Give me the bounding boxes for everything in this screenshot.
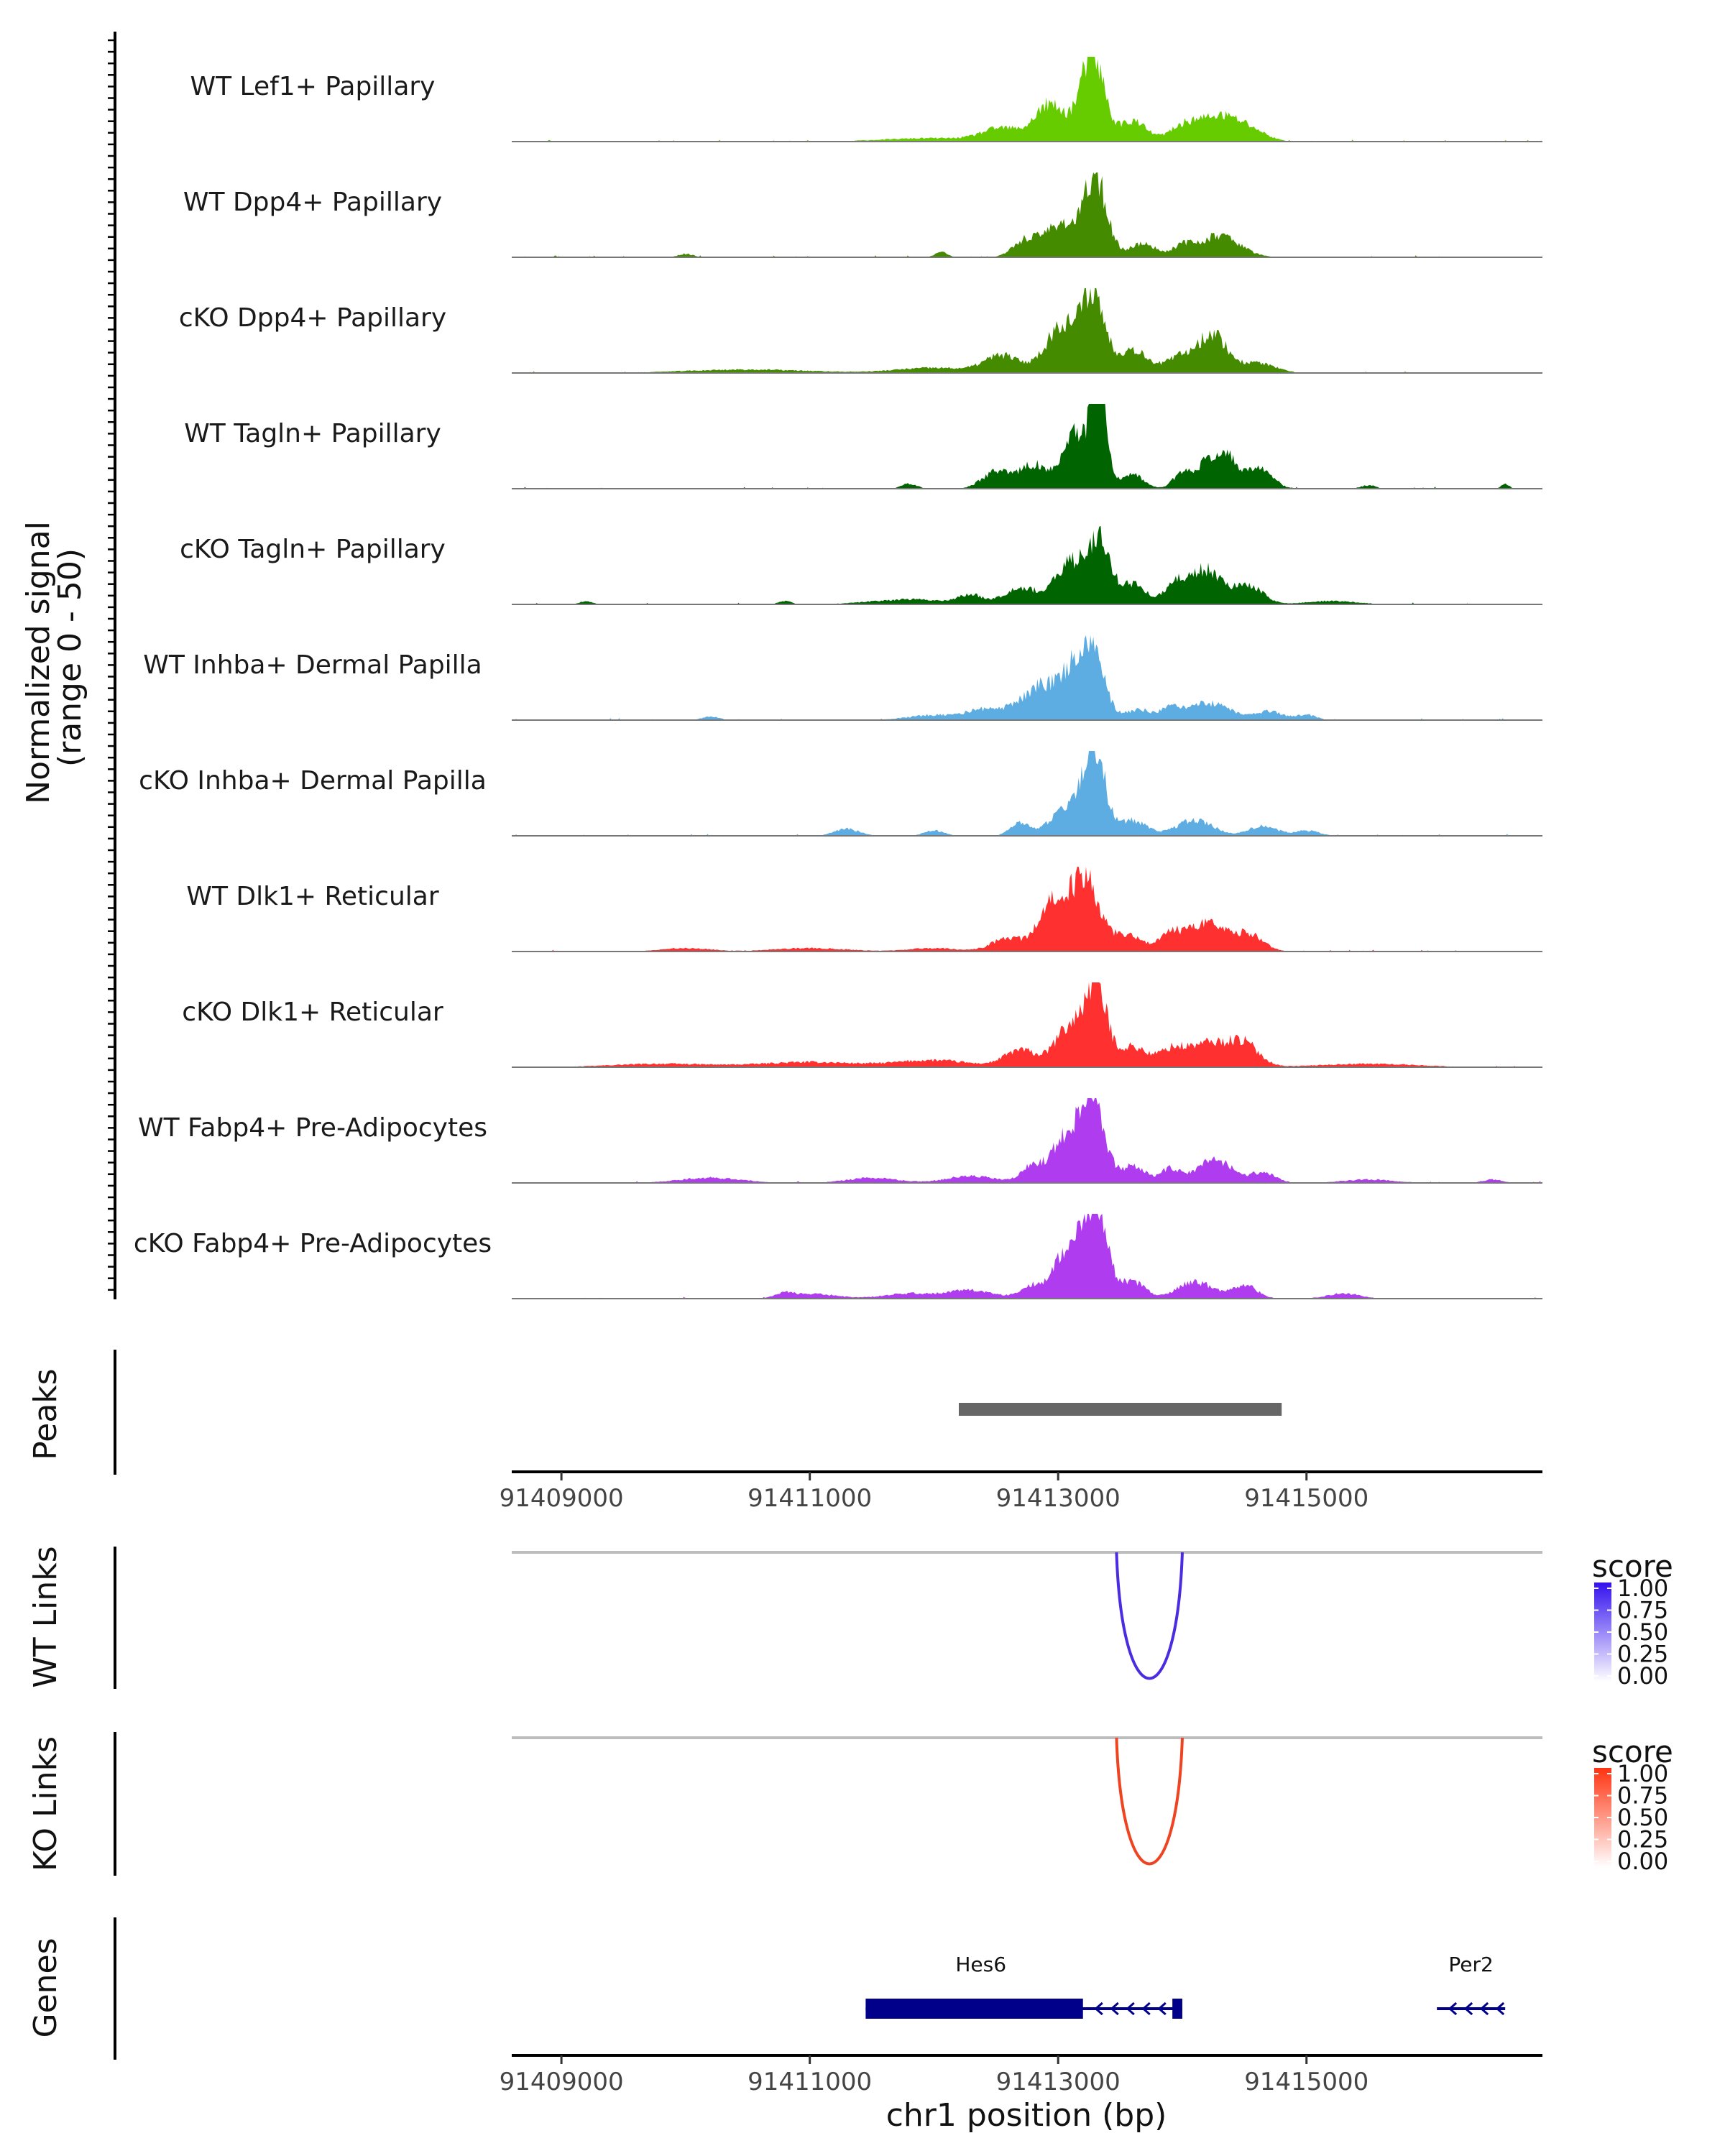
track-label: cKO Inhba+ Dermal Papilla	[139, 766, 487, 796]
track-label: cKO Dpp4+ Papillary	[179, 303, 446, 333]
coverage-area	[512, 1098, 1542, 1183]
link-arc	[1115, 1552, 1184, 1680]
track-label: WT Tagln+ Papillary	[184, 419, 441, 448]
x-tick-label: 91415000	[1244, 1484, 1368, 1513]
track-label: WT Fabp4+ Pre-Adipocytes	[138, 1113, 487, 1143]
coverage-y-axis	[108, 32, 116, 1299]
coverage-area	[512, 404, 1542, 489]
gene-model: Hes6	[865, 1953, 1182, 2019]
coverage-area	[512, 288, 1542, 373]
coverage-track: WT Dpp4+ Papillary	[183, 172, 1542, 258]
ko-links-track	[512, 1736, 1542, 1866]
x-tick-label: 91413000	[996, 2068, 1121, 2096]
x-tick-label: 91411000	[748, 2068, 872, 2096]
track-label: cKO Dlk1+ Reticular	[182, 998, 443, 1027]
peak-interval	[958, 1403, 1282, 1416]
peaks-label: Peaks	[27, 1368, 64, 1460]
coverage-area	[512, 172, 1542, 257]
x-tick-label: 91413000	[996, 1484, 1121, 1513]
x-tick-label: 91411000	[748, 1484, 872, 1513]
strand-arrow	[1463, 2001, 1473, 2016]
gene-model: Per2	[1437, 1953, 1506, 2016]
x-axis-lower: 91409000 91411000 91413000 91415000	[500, 2054, 1542, 2096]
x-axis-title: chr1 position (bp)	[886, 2097, 1167, 2134]
strand-arrow	[1495, 2001, 1505, 2016]
gene-exon	[865, 1999, 1083, 2019]
legend-tick-label: 1.00	[1617, 1575, 1668, 1602]
strand-arrow	[1094, 2001, 1103, 2016]
track-label: cKO Tagln+ Papillary	[180, 535, 446, 564]
x-tick-label: 91409000	[500, 1484, 624, 1513]
legend-tick-label: 0.25	[1617, 1826, 1668, 1853]
coverage-area	[512, 1214, 1542, 1299]
x-tick-label: 91409000	[500, 2068, 624, 2096]
coverage-track: cKO Fabp4+ Pre-Adipocytes	[134, 1214, 1542, 1299]
genes-track: Hes6 Per2	[865, 1953, 1506, 2019]
ko-score-legend: score 1.000.750.500.250.00	[1592, 1734, 1673, 1875]
legend-tick-label: 0.75	[1617, 1597, 1668, 1624]
legend-tick-label: 0.75	[1617, 1782, 1668, 1810]
coverage-track: WT Tagln+ Papillary	[184, 404, 1542, 489]
coverage-y-axis-title-line2: (range 0 - 50)	[52, 548, 88, 767]
strand-arrow	[1126, 2001, 1135, 2016]
coverage-track: WT Fabp4+ Pre-Adipocytes	[138, 1098, 1542, 1184]
gene-name: Hes6	[955, 1953, 1006, 1976]
coverage-track: cKO Inhba+ Dermal Papilla	[139, 751, 1542, 837]
coverage-track: WT Inhba+ Dermal Papilla	[143, 635, 1542, 721]
coverage-area	[512, 867, 1542, 952]
coverage-tracks: WT Lef1+ Papillary WT Dpp4+ Papillary cKO …	[134, 57, 1542, 1299]
track-label: WT Lef1+ Papillary	[190, 72, 436, 101]
coverage-y-axis-title-line1: Normalized signal	[20, 521, 57, 804]
x-tick-label: 91415000	[1244, 2068, 1368, 2096]
coverage-track: cKO Tagln+ Papillary	[180, 525, 1542, 605]
coverage-area	[512, 635, 1542, 720]
coverage-area	[512, 751, 1542, 836]
coverage-area	[512, 57, 1542, 142]
coverage-track: cKO Dpp4+ Papillary	[179, 288, 1542, 374]
wt-links-track	[512, 1551, 1542, 1680]
coverage-track: WT Lef1+ Papillary	[190, 57, 1542, 142]
legend-tick-label: 1.00	[1617, 1760, 1668, 1787]
coverage-area	[512, 525, 1542, 604]
strand-arrow	[1448, 2001, 1458, 2016]
wt-legend-title: score	[1592, 1549, 1673, 1584]
coverage-track: WT Dlk1+ Reticular	[186, 867, 1542, 952]
link-arc	[1115, 1737, 1184, 1866]
peaks-track	[958, 1403, 1282, 1416]
strand-arrow	[1157, 2001, 1167, 2016]
gene-name: Per2	[1448, 1953, 1493, 1976]
wt-links-label: WT Links	[27, 1546, 64, 1687]
gene-exon	[1172, 1999, 1182, 2019]
legend-tick-label: 0.50	[1617, 1618, 1668, 1646]
strand-arrow	[1141, 2001, 1151, 2016]
track-label: WT Inhba+ Dermal Papilla	[143, 650, 482, 680]
x-axis-upper: 91409000 91411000 91413000 91415000	[500, 1470, 1542, 1513]
strand-arrow	[1479, 2001, 1489, 2016]
legend-tick-label: 0.00	[1617, 1848, 1668, 1875]
coverage-track: cKO Dlk1+ Reticular	[182, 982, 1542, 1068]
ko-links-label: KO Links	[27, 1736, 64, 1871]
wt-score-legend: score 1.000.750.500.250.00	[1592, 1549, 1673, 1690]
legend-tick-label: 0.25	[1617, 1641, 1668, 1668]
genes-label: Genes	[27, 1938, 64, 2037]
legend-tick-label: 0.50	[1617, 1804, 1668, 1831]
coverage-area	[512, 982, 1542, 1067]
strand-arrow	[1110, 2001, 1119, 2016]
ko-legend-title: score	[1592, 1734, 1673, 1769]
track-label: WT Dpp4+ Papillary	[183, 188, 442, 217]
legend-tick-label: 0.00	[1617, 1662, 1668, 1690]
track-label: cKO Fabp4+ Pre-Adipocytes	[134, 1229, 492, 1258]
track-label: WT Dlk1+ Reticular	[186, 882, 438, 911]
coverage-y-axis-title: Normalized signal (range 0 - 50)	[20, 511, 88, 804]
